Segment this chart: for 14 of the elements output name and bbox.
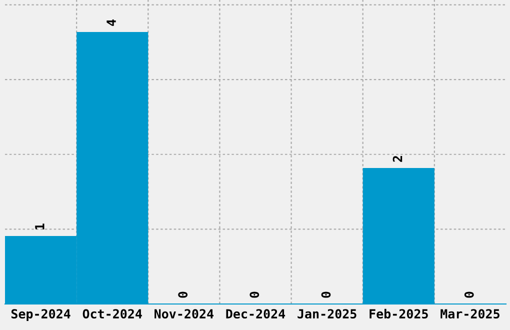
data-label: 1	[35, 224, 44, 230]
x-tick-label: Nov-2024	[154, 309, 214, 319]
data-label: 2	[392, 156, 402, 162]
data-label: 4	[106, 20, 116, 26]
x-tick-label: Sep-2024	[11, 309, 70, 321]
data-label: 0	[178, 292, 188, 298]
x-tick-label: Jan-2025	[298, 309, 356, 319]
x-tick-label: Dec-2024	[226, 309, 286, 319]
x-tick-label: Oct-2024	[82, 309, 142, 319]
data-label: 0	[321, 292, 331, 298]
x-tick-label: Feb-2025	[370, 308, 428, 319]
data-label: 0	[250, 292, 260, 298]
data-label: 0	[464, 292, 474, 298]
x-tick-label: Mar-2025	[440, 309, 500, 319]
